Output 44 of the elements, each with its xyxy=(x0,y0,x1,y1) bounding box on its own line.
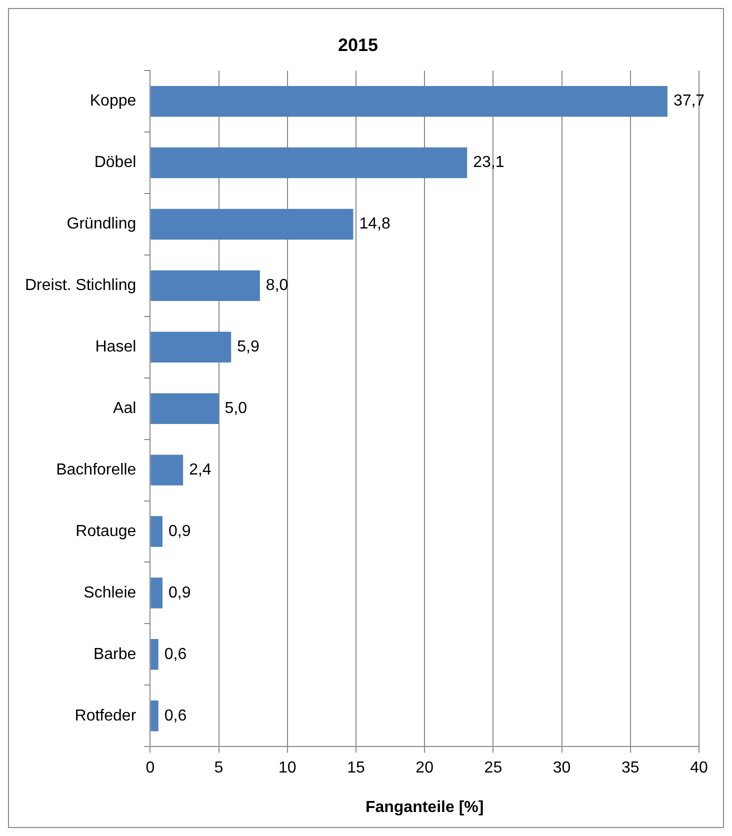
data-label: 5,9 xyxy=(237,338,260,356)
bar xyxy=(150,454,184,486)
x-tick-label: 40 xyxy=(690,760,708,777)
x-tick-label: 35 xyxy=(621,760,640,777)
bar xyxy=(150,516,162,547)
y-tick-label: Koppe xyxy=(90,92,136,110)
data-label: 5,0 xyxy=(224,400,248,418)
y-tick-label: Barbe xyxy=(93,646,136,663)
data-label: 0,6 xyxy=(164,707,187,724)
y-tick-label: Hasel xyxy=(95,338,136,356)
bar xyxy=(150,393,219,424)
data-label: 0,6 xyxy=(164,646,187,663)
chart-title: 2015 xyxy=(338,34,378,55)
y-tick-label: Gründling xyxy=(66,216,136,233)
x-axis-title: Fanganteile [%] xyxy=(365,798,484,816)
y-tick-label: Dreist. Stichling xyxy=(24,277,136,294)
bar xyxy=(150,639,158,670)
y-tick-label: Bachforelle xyxy=(56,461,136,478)
bar xyxy=(150,270,260,302)
x-tick-label: 5 xyxy=(214,760,224,777)
y-tick-label: Schleie xyxy=(84,584,136,602)
data-label: 0,9 xyxy=(168,584,191,602)
data-label: 14,8 xyxy=(359,216,390,233)
x-tick-label: 20 xyxy=(416,760,434,777)
bar xyxy=(150,578,162,608)
bar xyxy=(150,147,468,178)
data-label: 0,9 xyxy=(168,522,191,540)
data-label: 2,4 xyxy=(189,461,212,478)
data-label: 23,1 xyxy=(473,154,504,172)
data-label: 8,0 xyxy=(266,277,288,294)
y-tick-label: Rotfeder xyxy=(74,707,137,724)
y-tick-label: Aal xyxy=(113,400,136,418)
x-tick-label: 30 xyxy=(552,760,571,777)
x-tick-label: 15 xyxy=(347,760,365,777)
bar xyxy=(150,86,668,117)
bar xyxy=(150,332,232,363)
bar xyxy=(150,208,354,240)
x-tick-label: 25 xyxy=(484,760,502,777)
y-tick-label: Döbel xyxy=(94,154,136,172)
x-tick-label: 10 xyxy=(278,760,296,777)
data-label: 37,7 xyxy=(673,92,705,110)
y-tick-label: Rotauge xyxy=(76,522,136,540)
bar xyxy=(150,700,158,732)
x-tick-label: 0 xyxy=(146,760,155,777)
